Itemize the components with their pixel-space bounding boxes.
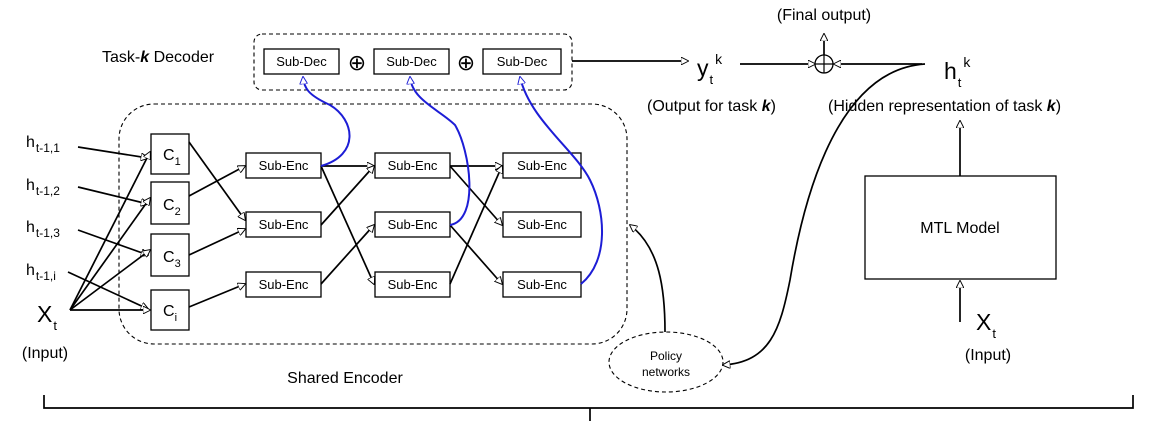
hidden-to-policy-arrow <box>723 63 926 365</box>
cluster-label: Ci <box>163 303 177 324</box>
sub-dec-block <box>263 48 340 75</box>
sub-enc-label: Sub-Enc <box>388 158 438 173</box>
sub-enc-block <box>245 211 322 238</box>
oplus-symbol: ⊕ <box>348 50 366 75</box>
sub-enc-block <box>502 211 582 238</box>
sub-enc-block <box>502 152 582 179</box>
input-edge <box>67 271 148 309</box>
policy-to-encoder-arrow <box>630 225 666 333</box>
sub-dec-block <box>373 48 450 75</box>
hidden-input-label: ht-1,2 <box>26 177 60 198</box>
cluster-edge <box>188 229 245 256</box>
input-edge <box>69 152 150 311</box>
cluster-edge <box>188 284 245 308</box>
mtl-model-label: MTL Model <box>920 220 999 237</box>
shared-encoder-container <box>118 103 628 345</box>
sub-enc-block <box>374 271 451 298</box>
input-caption: (Input) <box>22 345 68 362</box>
shared-encoder-label: Shared Encoder <box>287 370 403 387</box>
decoder-container <box>253 33 573 91</box>
encoder-edge <box>320 166 374 226</box>
hidden-input-label: ht-1,1 <box>26 134 60 155</box>
policy-networks: Policy networks <box>608 331 724 393</box>
sub-enc-label: Sub-Enc <box>259 217 309 232</box>
input-edge <box>69 250 150 311</box>
decoder-title: Task-k Decoder <box>102 49 215 66</box>
routing-curve <box>303 77 351 167</box>
sub-enc-block <box>502 271 582 298</box>
task-output: ytk (Output for task k) <box>647 51 776 115</box>
output-y: ytk <box>697 51 723 87</box>
policy-label-line1: Policy <box>650 349 682 363</box>
mtl-model-box <box>864 175 1057 280</box>
hidden-input-label: ht-1,3 <box>26 219 60 240</box>
input-x: Xt <box>37 301 57 333</box>
input-edge <box>77 186 148 204</box>
cluster-label: C1 <box>163 147 181 168</box>
encoder-edge <box>320 225 374 285</box>
encoder-edge <box>320 165 374 284</box>
sub-enc-label: Sub-Enc <box>517 277 567 292</box>
input-edge <box>69 198 150 311</box>
sub-enc-label: Sub-Enc <box>517 158 567 173</box>
mtl-input-caption: (Input) <box>965 347 1011 364</box>
output-caption: (Output for task k) <box>647 98 776 115</box>
policy-label-line2: networks <box>642 365 690 379</box>
encoder-edge <box>449 165 502 225</box>
cluster-box <box>150 289 190 331</box>
routing-curve <box>520 77 603 285</box>
encoder-edge <box>449 166 502 285</box>
mtl-input-x: Xt <box>976 309 996 341</box>
mtl-model: MTL Model <box>864 175 1057 280</box>
final-combine-node <box>814 54 834 74</box>
sub-dec-label: Sub-Dec <box>497 54 548 69</box>
sub-dec-label: Sub-Dec <box>276 54 327 69</box>
sub-enc-label: Sub-Enc <box>388 217 438 232</box>
hidden-input-label: ht-1,i <box>26 262 56 283</box>
task-decoder: Task-k Decoder Sub-Dec ⊕ Sub-Dec ⊕ Sub-D… <box>102 33 573 91</box>
sub-dec-label: Sub-Dec <box>386 54 437 69</box>
input-edge <box>77 229 148 255</box>
sub-dec-block <box>482 48 562 75</box>
hidden-h: htk <box>944 54 971 90</box>
sub-enc-label: Sub-Enc <box>259 158 309 173</box>
sub-enc-block <box>245 152 322 179</box>
input-edge <box>77 146 148 158</box>
cluster-label: C3 <box>163 249 181 270</box>
sub-enc-block <box>245 271 322 298</box>
encoder-edge <box>449 224 502 284</box>
cluster-box <box>150 133 190 175</box>
task-hidden: htk (Hidden representation of task k) <box>828 54 1061 115</box>
cluster-box <box>150 181 190 225</box>
sub-enc-block <box>374 152 451 179</box>
sub-enc-label: Sub-Enc <box>388 277 438 292</box>
cluster-edge <box>188 166 245 197</box>
cluster-label: C2 <box>163 197 181 218</box>
sub-enc-label: Sub-Enc <box>517 217 567 232</box>
routing-curve <box>410 77 471 226</box>
policy-ellipse <box>608 331 724 393</box>
oplus-symbol: ⊕ <box>457 50 475 75</box>
sub-enc-label: Sub-Enc <box>259 277 309 292</box>
bottom-bracket <box>43 395 1134 421</box>
final-output-caption: (Final output) <box>777 7 871 24</box>
hidden-caption: (Hidden representation of task k) <box>828 98 1061 115</box>
